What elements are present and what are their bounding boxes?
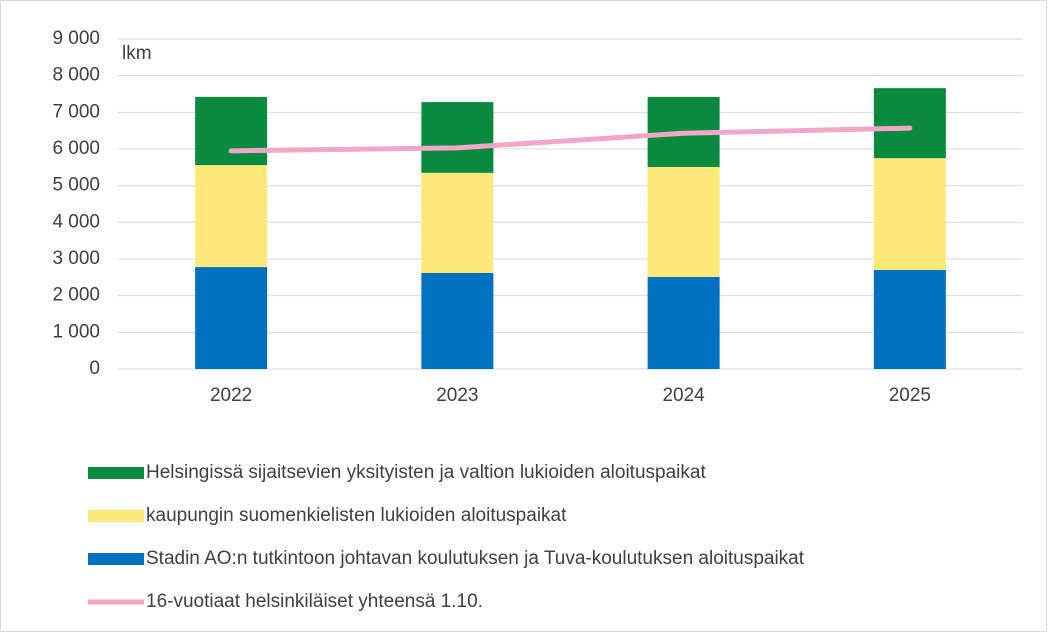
- bar-segment: [873, 270, 946, 369]
- legend-label: Stadin AO:n tutkintoon johtavan koulutuk…: [146, 548, 805, 569]
- y-tick-label: 0: [89, 358, 100, 379]
- y-tick-label: 6 000: [52, 138, 100, 159]
- x-tick-label: 2023: [436, 385, 478, 406]
- y-tick-label: 3 000: [52, 248, 100, 269]
- bar-segment: [421, 272, 494, 369]
- bar-segment: [421, 172, 494, 273]
- bar-segment: [195, 96, 268, 166]
- y-tick-label: 4 000: [52, 211, 100, 232]
- x-tick-label: 2022: [210, 385, 252, 406]
- x-tick-label: 2024: [662, 385, 705, 406]
- legend-swatch: [88, 467, 144, 479]
- x-tick-label: 2025: [889, 385, 931, 406]
- bar-segment: [647, 276, 720, 369]
- bar-segment: [873, 158, 946, 270]
- bar-segment: [421, 102, 494, 173]
- legend-swatch: [88, 553, 144, 565]
- bar-segment: [647, 166, 720, 277]
- y-tick-label: 9 000: [52, 28, 100, 49]
- y-tick-label: 1 000: [52, 321, 100, 342]
- legend-swatch: [88, 510, 144, 522]
- y-tick-label: 2 000: [52, 285, 100, 306]
- y-tick-label: 7 000: [52, 101, 100, 122]
- unit-annotation: lkm: [122, 43, 152, 64]
- bar-segment: [195, 267, 268, 369]
- y-tick-label: 8 000: [52, 65, 100, 86]
- y-tick-label: 5 000: [52, 175, 100, 196]
- legend-label: kaupungin suomenkielisten lukioiden aloi…: [146, 505, 567, 526]
- legend-label: Helsingissä sijaitsevien yksityisten ja …: [146, 462, 706, 483]
- legend-label: 16-vuotiaat helsinkiläiset yhteensä 1.10…: [146, 591, 483, 612]
- bar-segment: [195, 165, 268, 268]
- line-series: [228, 125, 913, 154]
- bar-segment: [873, 88, 946, 159]
